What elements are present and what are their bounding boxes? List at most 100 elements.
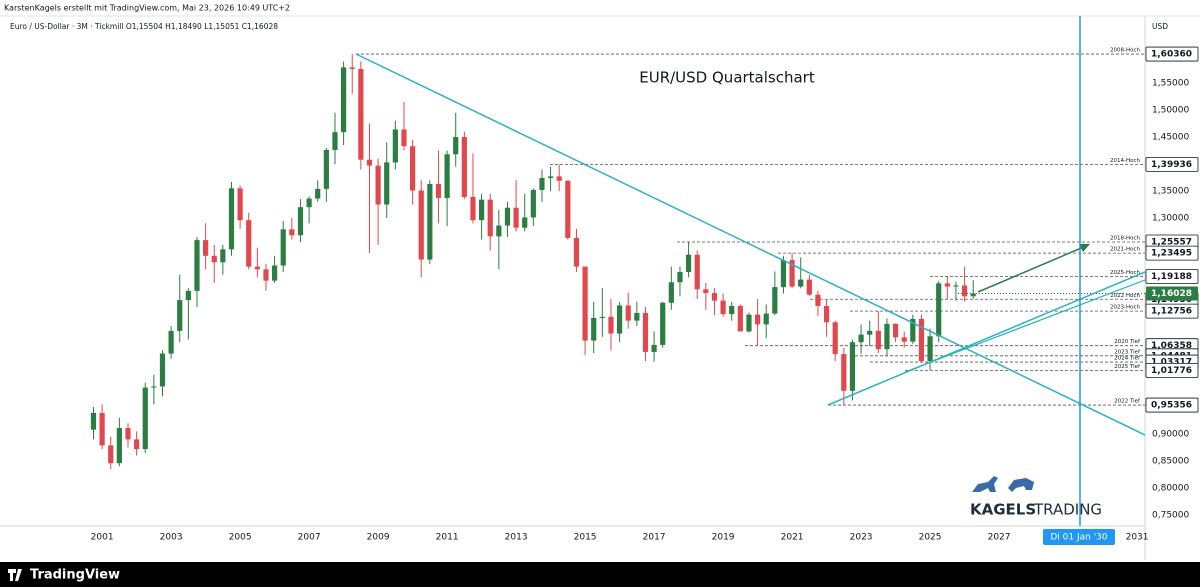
level-name: 2020 Tief	[1114, 339, 1141, 345]
level-name: 2008-Hoch	[1110, 48, 1141, 54]
candle-body	[798, 279, 804, 287]
candle-body	[306, 198, 312, 208]
candle-body	[470, 196, 476, 221]
y-tick-label: 0,75000	[1152, 510, 1189, 520]
y-tick-label: 1,55000	[1152, 79, 1189, 89]
candle-body	[418, 190, 424, 260]
candle-body	[858, 334, 864, 343]
brand: TradingView	[30, 568, 120, 583]
candle-body	[668, 282, 674, 303]
trend-line	[827, 271, 1146, 406]
candle-body	[539, 178, 545, 190]
candle-body	[685, 254, 692, 273]
candle-body	[125, 428, 131, 440]
candle-body	[565, 180, 571, 238]
x-tick-label: 2015	[574, 533, 597, 543]
level-box	[1145, 363, 1199, 378]
level-box	[1145, 268, 1199, 284]
symbol-info: Euro / US-Dollar · 3M · Tickmill O1,1550…	[10, 22, 278, 31]
last-price-box	[1146, 286, 1198, 301]
bear-icon	[1008, 478, 1034, 492]
candle-body	[634, 313, 640, 321]
candle-body	[642, 313, 649, 352]
candle-body	[116, 428, 122, 464]
candle-body	[772, 287, 778, 314]
level-label: 1,01776	[1151, 366, 1192, 376]
candle-body	[159, 353, 166, 387]
logo-text: KAGELS	[970, 501, 1036, 519]
candle-body	[720, 300, 726, 315]
candle-body	[841, 354, 847, 391]
x-tick-label: 2031	[1126, 533, 1149, 543]
candle-body	[108, 445, 114, 464]
plot: 2001 2003 2005 2007 2009 2011 2013 2015 2017 2019…	[91, 48, 1190, 543]
candle-body	[151, 386, 157, 388]
candle-body	[246, 220, 252, 267]
arrow	[977, 245, 1087, 293]
level-name: 2025-Hoch	[1110, 270, 1141, 276]
level-label: 1,12756	[1151, 307, 1192, 317]
level-name: 2023-Hoch	[1110, 305, 1141, 311]
currency: USD	[1152, 22, 1168, 31]
candle-body	[694, 254, 700, 290]
x-tick-label: 2023	[850, 533, 873, 543]
level-name: 2022 Tief	[1114, 399, 1141, 405]
candle-body	[961, 285, 968, 297]
level-name: 2021-Hoch	[1110, 247, 1141, 253]
level-box	[1145, 156, 1199, 172]
level-name: 2024 Tief	[1114, 356, 1141, 362]
candle-body	[297, 207, 304, 236]
x-tick-label: 2027	[988, 533, 1011, 543]
candle-body	[134, 439, 140, 450]
level-label: 1,23495	[1151, 249, 1192, 259]
candle-body	[910, 318, 916, 342]
level-box	[1145, 303, 1199, 319]
candle-body	[177, 300, 183, 331]
candle-body	[263, 269, 269, 281]
candle-body	[832, 322, 838, 355]
y-tick-label: 1,50000	[1152, 106, 1189, 116]
candle-body	[211, 255, 217, 263]
x-tick-label: 2011	[436, 533, 459, 543]
candle-body	[99, 412, 105, 446]
attribution: KarstenKagels erstellt mit TradingView.c…	[4, 4, 290, 13]
logo: KAGELS TRADING	[970, 476, 1102, 519]
candle-body	[323, 149, 329, 189]
candle-body	[427, 183, 433, 260]
level-name: 2025 Tief	[1114, 364, 1141, 370]
candle-body	[461, 137, 467, 197]
candle-body	[849, 342, 856, 391]
level-name: 2022 Hoch	[1110, 293, 1140, 299]
x-tick-label: 2003	[160, 533, 183, 543]
candle-body	[901, 337, 907, 342]
candle-body	[401, 129, 407, 147]
candle-body	[185, 290, 191, 301]
last-price-label: 1,16028	[1151, 289, 1192, 299]
candle-body	[711, 293, 718, 301]
candle-body	[918, 318, 925, 362]
candle-body	[194, 240, 200, 291]
y-tick-label: 1,45000	[1152, 133, 1189, 143]
candle-body	[341, 67, 347, 133]
x-tick-label: 2017	[643, 533, 666, 543]
candle-body	[478, 199, 485, 221]
candle-body	[289, 229, 295, 236]
candle-body	[410, 146, 416, 191]
candle-body	[220, 249, 226, 263]
x-tick-label: 2009	[367, 533, 390, 543]
candle-body	[616, 305, 623, 334]
candle-body	[815, 294, 821, 307]
candle-body	[358, 68, 364, 160]
candle-body	[780, 260, 787, 288]
candle-body	[823, 306, 830, 323]
y-tick-label: 0,80000	[1152, 483, 1189, 493]
candle-body	[375, 165, 381, 205]
level-label: 1,06358	[1151, 341, 1192, 351]
candle-body	[573, 237, 580, 267]
candle-body	[591, 317, 597, 341]
candle-body	[332, 132, 338, 150]
x-tick-label: 2001	[91, 533, 114, 543]
candle-body	[444, 154, 450, 199]
candle-body	[677, 272, 683, 283]
x-tick-label: 2019	[712, 533, 735, 543]
